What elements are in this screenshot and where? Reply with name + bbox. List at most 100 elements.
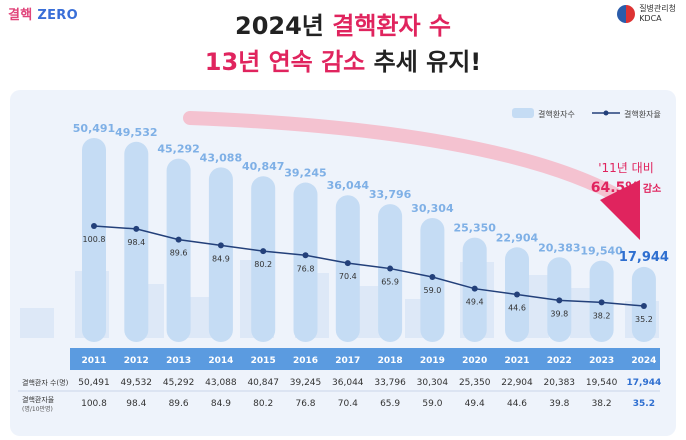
year-label: 2016 xyxy=(293,356,318,366)
legend-line-marker xyxy=(603,110,609,116)
year-label: 2012 xyxy=(124,356,149,366)
table-row2-label: 결핵환자율 xyxy=(22,395,55,404)
rate-point xyxy=(640,303,647,309)
year-label: 2013 xyxy=(166,356,191,366)
annotation-line1: '11년 대비 xyxy=(598,161,654,175)
rate-value-label: 65.9 xyxy=(381,278,399,287)
logo-kdca: 질병관리청 KDCA xyxy=(617,4,676,24)
rate-point xyxy=(556,297,563,304)
logo-tb-zero: 결핵 ZERO xyxy=(8,4,78,23)
bar xyxy=(335,195,360,342)
bar-value-label: 43,088 xyxy=(200,151,242,164)
title-highlight: 13년 연속 감소 xyxy=(204,48,366,76)
table-row2-sublabel: (명/10만명) xyxy=(22,405,53,413)
table-count-cell: 17,944 xyxy=(627,378,662,388)
bar xyxy=(378,204,403,342)
table-rate-cell: 59.0 xyxy=(422,399,442,409)
rate-value-label: 35.2 xyxy=(635,315,653,324)
rate-value-label: 84.9 xyxy=(212,254,230,263)
year-label: 2017 xyxy=(335,356,360,366)
rate-line xyxy=(93,225,644,307)
rate-point xyxy=(471,285,478,292)
bar xyxy=(208,167,233,342)
bar xyxy=(124,141,149,342)
table-count-cell: 25,350 xyxy=(459,378,491,388)
year-band xyxy=(70,348,660,370)
table-count-cell: 30,304 xyxy=(417,378,449,388)
rate-point xyxy=(429,273,436,280)
kdca-seal-icon xyxy=(617,5,636,23)
rate-value-label: 98.4 xyxy=(127,238,145,247)
kdca-name-en: KDCA xyxy=(639,14,662,23)
legend-bar-label: 결핵환자수 xyxy=(538,109,575,119)
table-rate-cell: 100.8 xyxy=(81,399,107,409)
rate-value-label: 49.4 xyxy=(466,298,484,307)
rate-value-label: 100.8 xyxy=(83,235,106,244)
rate-point xyxy=(91,223,97,229)
rate-value-label: 44.6 xyxy=(508,304,526,313)
year-label: 2011 xyxy=(81,356,106,366)
table-rate-cell: 76.8 xyxy=(295,399,315,409)
year-label: 2024 xyxy=(631,356,656,366)
rate-point xyxy=(260,248,267,255)
rate-point xyxy=(387,265,394,272)
rate-point xyxy=(344,260,351,267)
title-year: 2024년 xyxy=(235,12,333,40)
bar-value-label: 39,245 xyxy=(284,167,326,180)
table-row1-label: 결핵환자 수(명) xyxy=(22,378,69,387)
rate-point xyxy=(217,242,224,249)
year-label: 2020 xyxy=(462,356,487,366)
table-count-cell: 49,532 xyxy=(121,378,153,388)
skyline-building xyxy=(20,308,54,338)
bar-value-label: 33,796 xyxy=(369,188,412,201)
table-rate-cell: 35.2 xyxy=(633,399,655,409)
table-rate-cell: 98.4 xyxy=(126,399,146,409)
bar-value-label: 20,383 xyxy=(538,241,580,254)
title-line-2: 13년 연속 감소 추세 유지! xyxy=(0,42,686,77)
table-count-cell: 36,044 xyxy=(332,378,364,388)
table-rate-cell: 38.2 xyxy=(592,399,612,409)
table-rate-cell: 84.9 xyxy=(211,399,231,409)
table-rate-cell: 89.6 xyxy=(169,399,189,409)
rate-point xyxy=(514,291,520,298)
table-count-cell: 50,491 xyxy=(78,378,110,388)
bar xyxy=(251,176,276,342)
year-label: 2015 xyxy=(251,356,276,366)
bar-value-label: 19,540 xyxy=(580,245,623,258)
bar-value-label: 45,292 xyxy=(157,143,199,156)
bar-value-label: 30,304 xyxy=(411,202,454,215)
logo-text-b: ZERO xyxy=(37,8,78,23)
rate-point xyxy=(175,236,182,243)
bar-value-label: 40,847 xyxy=(242,160,284,173)
year-label: 2021 xyxy=(504,356,529,366)
rate-point xyxy=(133,225,140,232)
legend-bar-swatch xyxy=(512,108,534,118)
rate-value-label: 38.2 xyxy=(593,311,611,320)
table-rate-cell: 70.4 xyxy=(338,399,358,409)
table-rate-cell: 49.4 xyxy=(465,399,485,409)
table-count-cell: 33,796 xyxy=(374,378,406,388)
title-line-1: 2024년 결핵환자 수 xyxy=(0,6,686,41)
bar-value-label: 36,044 xyxy=(327,179,370,192)
rate-point xyxy=(598,299,605,306)
year-label: 2023 xyxy=(589,356,614,366)
rate-value-label: 89.6 xyxy=(170,249,188,258)
bar-value-label: 49,532 xyxy=(115,126,157,139)
bar-value-label: 50,491 xyxy=(73,122,115,135)
table-rate-cell: 44.6 xyxy=(507,399,527,409)
rate-value-label: 76.8 xyxy=(297,264,315,273)
table-count-cell: 39,245 xyxy=(290,378,322,388)
table-count-cell: 20,383 xyxy=(544,378,576,388)
table-count-cell: 19,540 xyxy=(586,378,618,388)
bar-value-label: 17,944 xyxy=(619,250,669,265)
bar xyxy=(420,217,445,342)
rate-value-label: 39.8 xyxy=(550,309,568,318)
table-count-cell: 40,847 xyxy=(247,378,279,388)
year-label: 2022 xyxy=(547,356,572,366)
legend-line-label: 결핵환자율 xyxy=(624,109,661,119)
rate-value-label: 59.0 xyxy=(423,286,441,295)
trend-arrow-shaft xyxy=(183,111,632,207)
title-subject: 결핵환자 수 xyxy=(332,12,451,40)
bar xyxy=(82,138,106,342)
